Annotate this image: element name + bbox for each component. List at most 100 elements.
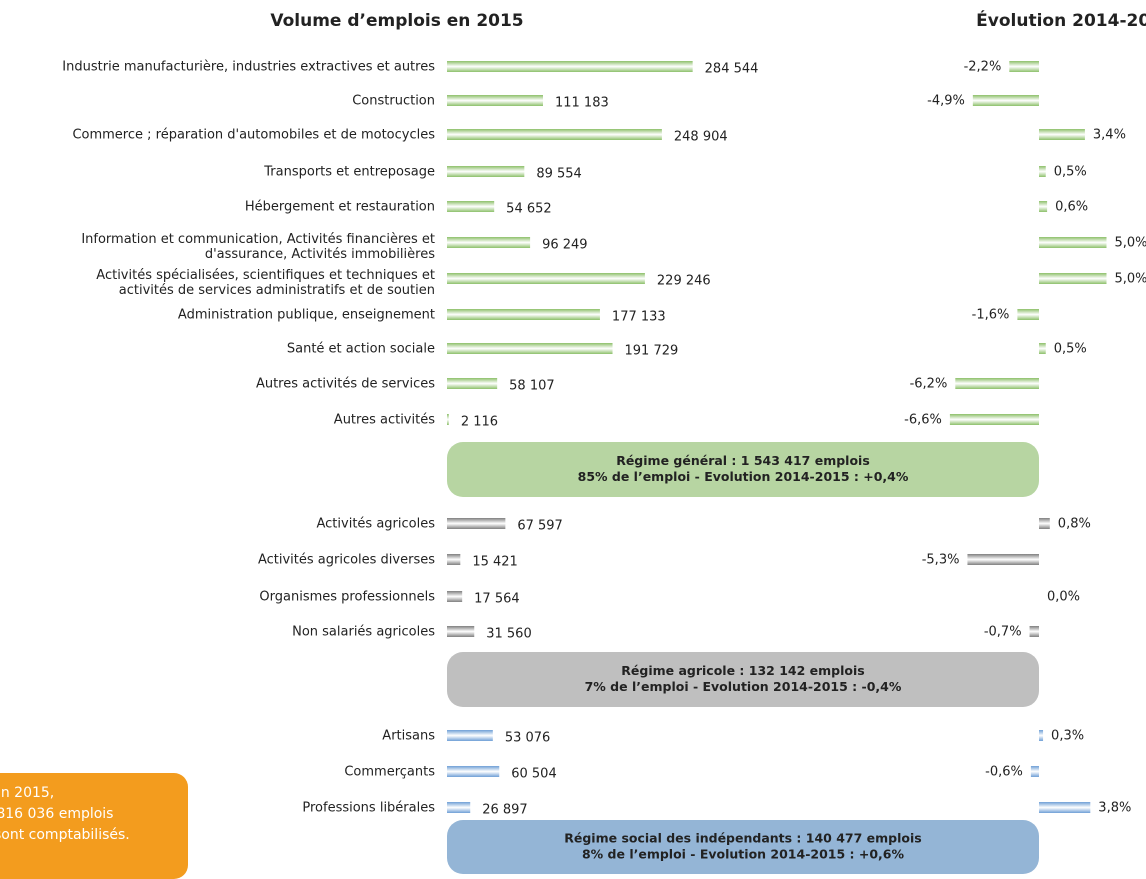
value-label: 0,6% [1055, 200, 1088, 215]
value-label: 229 246 [657, 274, 711, 289]
note-line: sont comptabilisés. [0, 827, 130, 843]
value-label: 60 504 [511, 767, 557, 782]
value-label: 248 904 [674, 130, 728, 145]
right-title: Évolution 2014-2015 [976, 9, 1146, 31]
value-label: 191 729 [625, 344, 679, 359]
value-label: 26 897 [482, 803, 528, 818]
value-label: 15 421 [472, 555, 518, 570]
bar [447, 343, 613, 354]
value-label: 89 554 [536, 167, 582, 182]
value-label: 0,3% [1051, 729, 1084, 744]
value-label: 54 652 [506, 202, 551, 217]
value-label: 177 133 [612, 310, 666, 325]
category-label: Activités agricoles [317, 517, 436, 532]
value-label: 0,5% [1054, 342, 1087, 357]
note-box [0, 773, 188, 879]
value-label: -0,6% [985, 765, 1023, 780]
bar [447, 129, 662, 140]
category-label: Commerçants [344, 765, 435, 780]
summary-line: Régime général : 1 543 417 emplois [616, 453, 870, 468]
bar [1039, 802, 1091, 813]
bar [967, 554, 1039, 565]
bar [955, 378, 1039, 389]
category-label: Administration publique, enseignement [178, 308, 435, 323]
bar [447, 554, 461, 565]
value-label: -5,3% [922, 553, 960, 568]
category-label: Professions libérales [302, 801, 435, 816]
bar [447, 591, 463, 602]
summary-line: 85% de l’emploi - Evolution 2014-2015 : … [578, 469, 909, 484]
value-label: -6,2% [910, 377, 948, 392]
bar [949, 414, 1039, 425]
bar [447, 518, 506, 529]
left-title: Volume d’emplois en 2015 [270, 11, 523, 31]
bar [972, 95, 1039, 106]
note-line: 1 816 036 emplois [0, 806, 113, 822]
bar [1039, 273, 1107, 284]
bar [1009, 61, 1039, 72]
bar [447, 378, 498, 389]
summary-line: Régime social des indépendants : 140 477… [564, 831, 921, 846]
category-label: Construction [352, 94, 435, 109]
value-label: 2 116 [461, 415, 498, 430]
bar [447, 802, 471, 813]
category-label: Non salariés agricoles [292, 625, 435, 640]
value-label: -1,6% [972, 308, 1010, 323]
value-label: 5,0% [1115, 272, 1146, 287]
bar [447, 766, 500, 777]
bar [447, 730, 493, 741]
category-label: Autres activités de services [256, 377, 435, 392]
value-label: 58 107 [509, 379, 555, 394]
bar [1039, 129, 1085, 140]
value-label: 5,0% [1115, 236, 1146, 251]
value-label: -0,7% [984, 625, 1022, 640]
category-label: Activités spécialisées, scientifiques et… [96, 268, 435, 298]
value-label: 53 076 [505, 731, 551, 746]
bar [447, 166, 525, 177]
bar [447, 61, 693, 72]
bar [1039, 518, 1050, 529]
value-label: -2,2% [964, 60, 1002, 75]
bar [1039, 343, 1046, 354]
category-label: Commerce ; réparation d'automobiles et d… [72, 128, 435, 143]
category-label: Organismes professionnels [259, 590, 435, 605]
bar [1039, 237, 1107, 248]
summary-box [447, 652, 1039, 707]
bar [1039, 201, 1048, 212]
summary-box [447, 442, 1039, 497]
summary-line: 7% de l’emploi - Evolution 2014-2015 : -… [585, 679, 902, 694]
value-label: 31 560 [486, 627, 532, 642]
category-label: Transports et entreposage [263, 165, 435, 180]
bar [447, 95, 543, 106]
bar [1029, 626, 1039, 637]
summary-box [447, 820, 1039, 874]
bar [447, 414, 449, 425]
category-label: Information et communication, Activités … [81, 232, 435, 262]
bar [447, 626, 475, 637]
bar [447, 309, 600, 320]
value-label: 0,5% [1054, 165, 1087, 180]
value-label: -6,6% [904, 413, 942, 428]
bar [447, 201, 495, 212]
bar [1030, 766, 1039, 777]
bar [1039, 730, 1044, 741]
bar [1017, 309, 1039, 320]
summary-line: Régime agricole : 132 142 emplois [621, 663, 864, 678]
category-label: Hébergement et restauration [245, 200, 435, 215]
bar [447, 273, 645, 284]
summary-line: 8% de l’emploi - Evolution 2014-2015 : +… [582, 847, 905, 862]
value-label: 0,0% [1047, 590, 1080, 605]
value-label: 17 564 [474, 592, 520, 607]
value-label: 0,8% [1058, 517, 1091, 532]
bar [1039, 166, 1046, 177]
value-label: 284 544 [705, 62, 759, 77]
value-label: 3,4% [1093, 128, 1126, 143]
category-label: Autres activités [334, 413, 435, 428]
value-label: 3,8% [1098, 801, 1131, 816]
value-label: -4,9% [927, 94, 965, 109]
value-label: 111 183 [555, 96, 609, 111]
category-label: Activités agricoles diverses [258, 553, 435, 568]
category-label: Industrie manufacturière, industries ext… [62, 60, 435, 75]
